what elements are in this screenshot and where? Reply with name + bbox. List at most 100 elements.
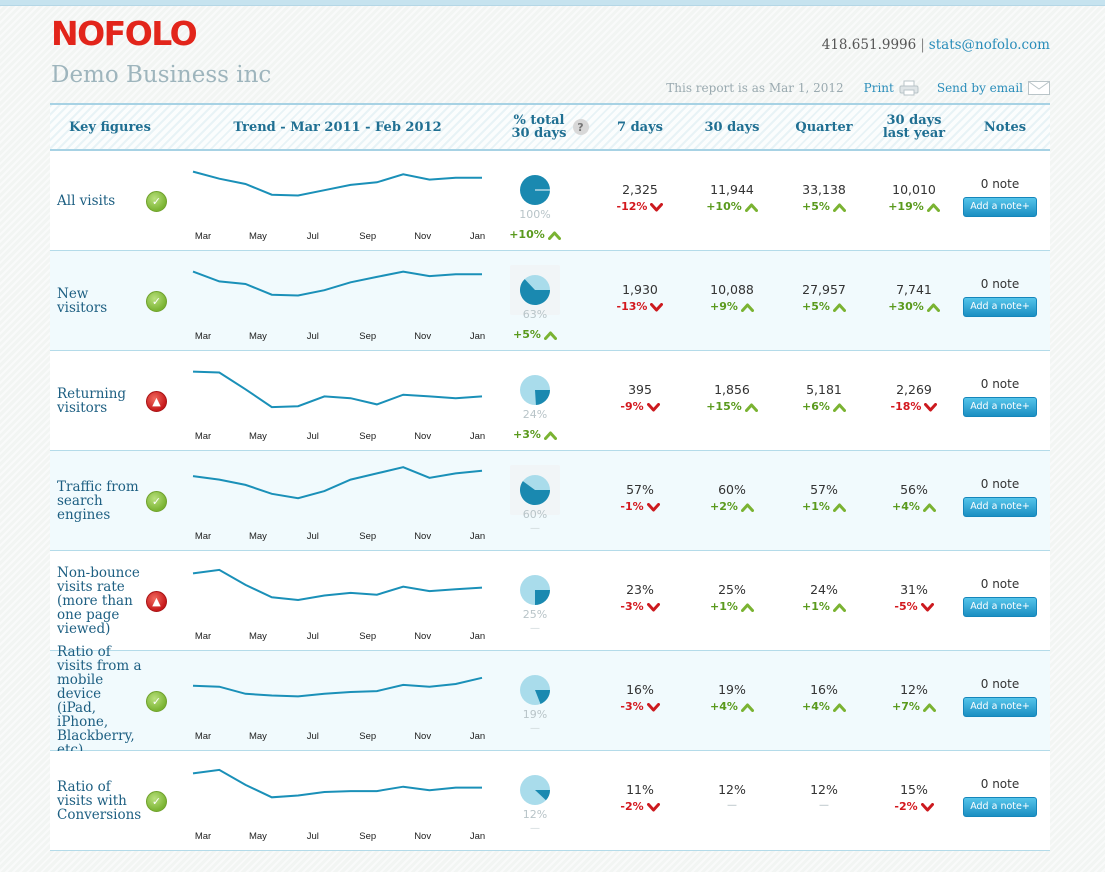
metric-change: +1%	[687, 600, 777, 613]
chevron-up-icon	[922, 703, 936, 712]
month-axis: Mar May Jul Sep Nov Jan	[185, 631, 490, 643]
chevron-up-icon	[832, 403, 846, 412]
row-label: Traffic from search engines	[57, 478, 139, 523]
month-label: Mar	[194, 431, 212, 442]
metric-cell: 2,269 -18%	[869, 382, 959, 413]
month-label: Nov	[414, 231, 432, 242]
warning-icon: ▲	[146, 391, 167, 412]
month-label: Jan	[469, 431, 486, 442]
notes-cell: 0 note Add a note+	[955, 677, 1045, 717]
metric-value: 5,181	[806, 382, 842, 397]
header-trend: Trend - Mar 2011 - Feb 2012	[233, 119, 442, 135]
add-note-button[interactable]: Add a note+	[963, 197, 1037, 217]
add-note-button[interactable]: Add a note+	[963, 697, 1037, 717]
send-email-label: Send by email	[936, 81, 1023, 95]
metric-value: 23%	[626, 582, 654, 597]
metric-value: 12%	[810, 782, 838, 797]
note-count: 0 note	[980, 377, 1020, 391]
no-change-dash: —	[530, 623, 540, 634]
notes-cell: 0 note Add a note+	[955, 277, 1045, 317]
month-label: Sep	[359, 631, 377, 642]
metric-cell: 57% -1%	[595, 482, 685, 513]
no-change-dash: —	[530, 523, 540, 534]
row-label: Returning visitors	[57, 385, 127, 416]
no-change-dash: —	[530, 723, 540, 734]
header-last-year-line2: last year	[882, 126, 946, 141]
month-axis: Mar May Jul Sep Nov Jan	[185, 431, 490, 443]
add-note-button[interactable]: Add a note+	[963, 297, 1037, 317]
metric-cell: 25% +1%	[687, 582, 777, 613]
metric-change: +4%	[869, 500, 959, 513]
print-link[interactable]: Print	[864, 80, 919, 96]
chevron-down-icon	[646, 402, 660, 411]
chevron-up-icon	[832, 303, 846, 312]
month-label: Mar	[194, 631, 212, 642]
add-note-button[interactable]: Add a note+	[963, 597, 1037, 617]
help-icon[interactable]: ?	[572, 119, 589, 135]
note-count: 0 note	[980, 677, 1020, 691]
share-percent: 12%	[522, 808, 548, 821]
checkmark-icon: ✓	[146, 491, 167, 512]
chevron-up-icon	[926, 303, 940, 312]
trend-line	[192, 270, 482, 297]
metric-value: 395	[628, 382, 652, 397]
month-axis: Mar May Jul Sep Nov Jan	[185, 731, 490, 743]
metric-change: -9%	[595, 400, 685, 413]
metric-change: +19%	[869, 200, 959, 213]
month-axis: Mar May Jul Sep Nov Jan	[185, 331, 490, 343]
month-label: May	[248, 431, 267, 442]
share-pie	[510, 265, 560, 315]
table-row: All visits ✓ Mar May Jul Sep Nov Jan 100% +10% 2,3…	[50, 151, 1050, 251]
metric-cell: 56% +4%	[869, 482, 959, 513]
metric-value: 11,944	[710, 182, 754, 197]
share-percent: 63%	[522, 308, 548, 321]
month-label: Mar	[194, 831, 212, 842]
chevron-up-icon	[832, 703, 846, 712]
table-row: Returning visitors ▲ Mar May Jul Sep Nov Jan 24%…	[50, 351, 1050, 451]
table-row: Ratio of visits with Conversions ✓ Mar May J…	[50, 751, 1050, 851]
month-label: Jan	[469, 831, 486, 842]
add-note-button[interactable]: Add a note+	[963, 497, 1037, 517]
chevron-down-icon	[920, 802, 934, 811]
add-note-button[interactable]: Add a note+	[963, 397, 1037, 417]
metric-change: -2%	[869, 800, 959, 813]
notes-cell: 0 note Add a note+	[955, 577, 1045, 617]
checkmark-icon: ✓	[146, 691, 167, 712]
month-label: Nov	[414, 331, 432, 342]
metric-cell: 27,957 +5%	[779, 282, 869, 313]
metric-change: +7%	[869, 700, 959, 713]
chevron-down-icon	[646, 602, 660, 611]
send-email-link[interactable]: Send by email	[937, 81, 1050, 95]
email-link[interactable]: stats@nofolo.com	[928, 37, 1050, 53]
trend-line	[192, 170, 482, 197]
share-pie	[520, 675, 550, 705]
chevron-up-icon	[744, 203, 758, 212]
top-accent-bar	[0, 0, 1105, 6]
metric-cell: 10,010 +19%	[869, 182, 959, 213]
chevron-up-icon	[740, 603, 754, 612]
no-change-dash: —	[819, 800, 829, 811]
chevron-up-icon	[832, 503, 846, 512]
metric-value: 10,010	[892, 182, 936, 197]
notes-cell: 0 note Add a note+	[955, 777, 1045, 817]
metric-change: +15%	[687, 400, 777, 413]
metric-change: +5%	[779, 200, 869, 213]
note-count: 0 note	[980, 777, 1020, 791]
chevron-down-icon	[646, 702, 660, 711]
row-label: Ratio of visits from a mobile device (iP…	[57, 643, 142, 758]
metric-change: +1%	[779, 600, 869, 613]
metric-cell: 12% +7%	[869, 682, 959, 713]
add-note-button[interactable]: Add a note+	[963, 797, 1037, 817]
metric-change: +4%	[687, 700, 777, 713]
metric-value: 1,930	[622, 282, 658, 297]
metric-value: 56%	[900, 482, 928, 497]
metric-change: +1%	[779, 500, 869, 513]
chevron-up-icon	[926, 203, 940, 212]
chevron-up-icon	[922, 503, 936, 512]
trend-line	[192, 568, 483, 602]
metric-value: 15%	[900, 782, 928, 797]
nofolo-logo[interactable]: NOFOLO	[51, 14, 198, 53]
month-label: Nov	[414, 431, 432, 442]
chevron-down-icon	[646, 502, 660, 511]
chevron-up-icon	[740, 703, 754, 712]
